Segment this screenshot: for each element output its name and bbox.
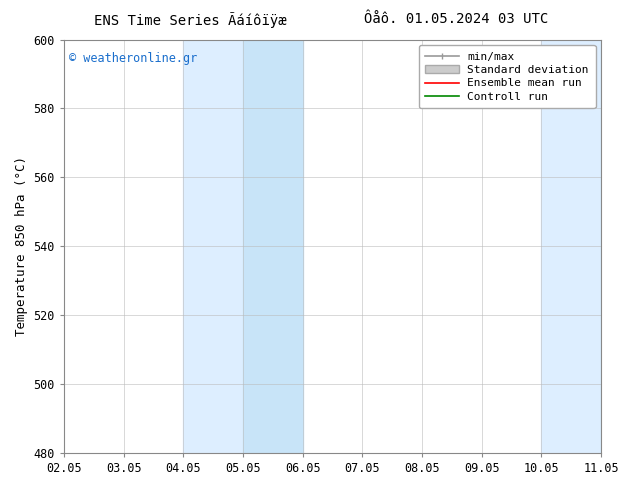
- Text: Ôåô. 01.05.2024 03 UTC: Ôåô. 01.05.2024 03 UTC: [365, 12, 548, 26]
- Text: ENS Time Series Ãáíôïÿæ: ENS Time Series Ãáíôïÿæ: [94, 12, 287, 28]
- Y-axis label: Temperature 850 hPa (°C): Temperature 850 hPa (°C): [15, 156, 28, 336]
- Bar: [183, 40, 243, 453]
- Bar: [243, 40, 302, 453]
- Legend: min/max, Standard deviation, Ensemble mean run, Controll run: min/max, Standard deviation, Ensemble me…: [418, 45, 595, 108]
- Text: © weatheronline.gr: © weatheronline.gr: [69, 52, 198, 65]
- Bar: [541, 40, 601, 453]
- Bar: [601, 40, 634, 453]
